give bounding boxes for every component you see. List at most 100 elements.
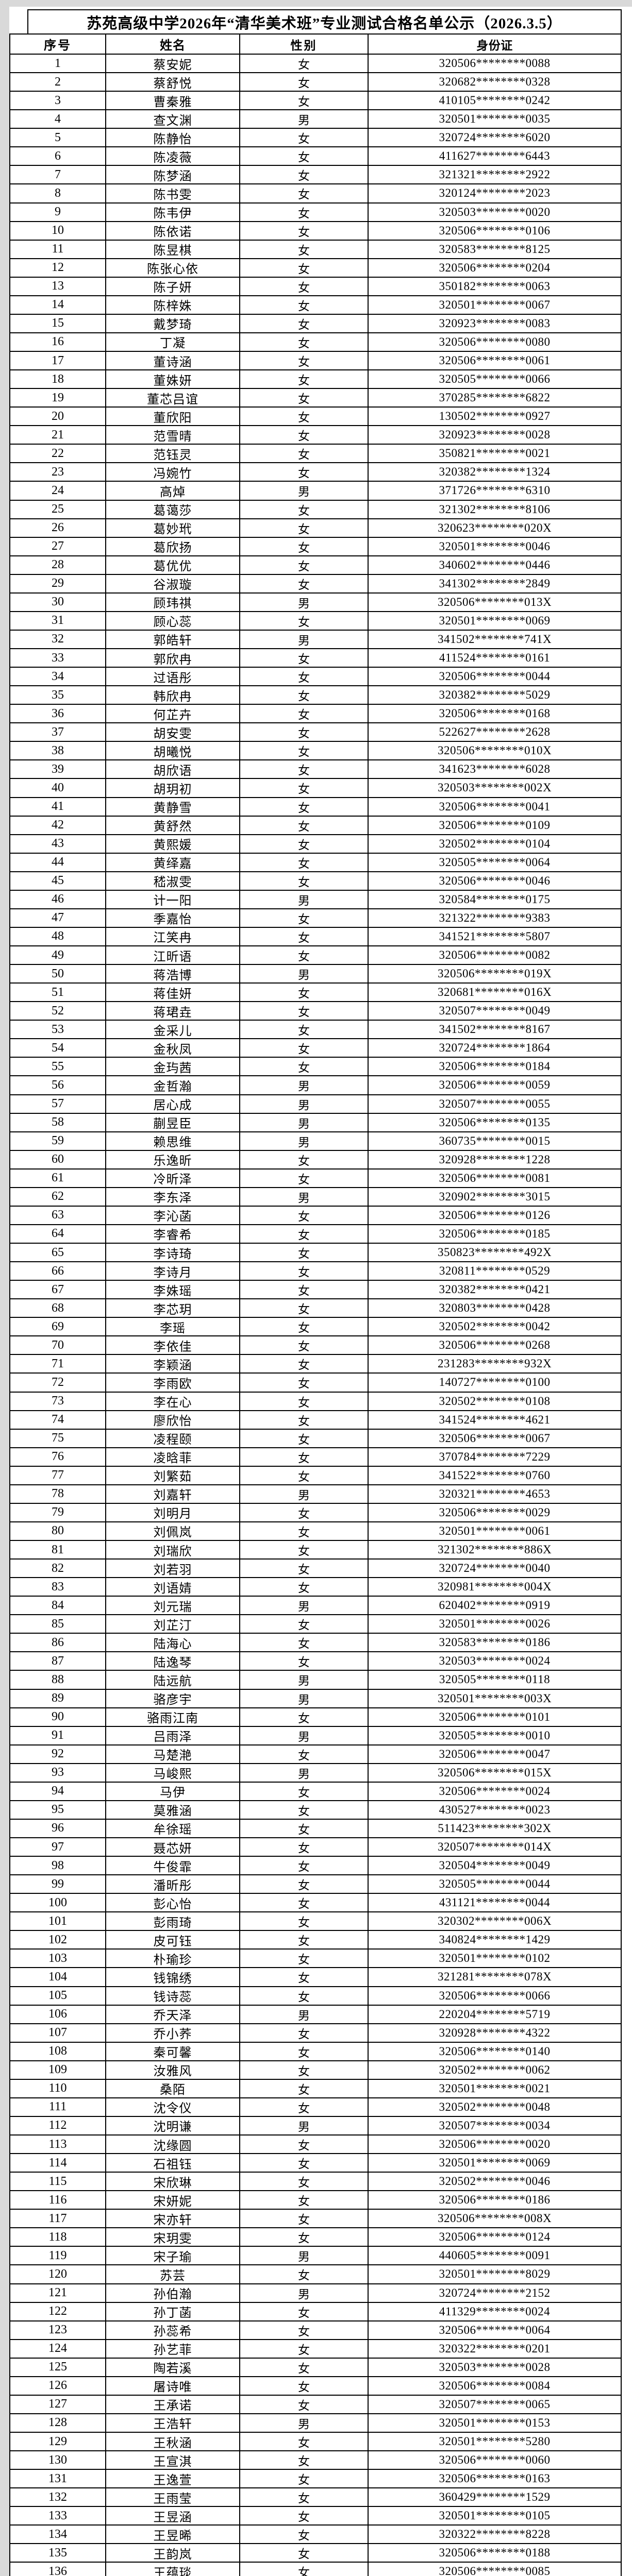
name-cell: 过语彤 bbox=[106, 668, 240, 686]
name-cell: 李沁菡 bbox=[106, 1206, 240, 1224]
gender-cell: 女 bbox=[240, 1987, 369, 2005]
id-cell: 320506********0135 bbox=[439, 1115, 551, 1129]
table-row: 6 陈凌薇女 411627********6443 bbox=[10, 147, 621, 166]
id-cell: 320506********008X bbox=[437, 2212, 552, 2225]
gender-cell: 男 bbox=[240, 1113, 369, 1131]
gender-cell: 女 bbox=[240, 129, 369, 147]
table-row: 12 陈张心依女 320506********0204 bbox=[10, 259, 621, 278]
gender-cell: 女 bbox=[240, 1002, 369, 1020]
table-row: 105 钱诗蕊女 320506********0066 bbox=[10, 1987, 621, 2006]
id-cell: 320501********0046 bbox=[439, 539, 551, 553]
id-cell: 411524********0161 bbox=[439, 651, 551, 665]
id-cell: 320505********0066 bbox=[439, 372, 551, 386]
serial-cell: 18 bbox=[10, 370, 106, 388]
id-cell: 320322********8228 bbox=[439, 2528, 551, 2541]
id-cell: 340824********1429 bbox=[439, 1933, 551, 1946]
gender-cell: 女 bbox=[240, 1355, 369, 1373]
name-cell: 秦可馨 bbox=[106, 2042, 240, 2060]
name-cell: 胡玥初 bbox=[106, 779, 240, 797]
id-cell: 341522********0760 bbox=[439, 1468, 551, 1482]
table-row: 16 丁凝女 320506********0080 bbox=[10, 333, 621, 352]
serial-cell: 116 bbox=[10, 2191, 106, 2209]
name-cell: 江笑冉 bbox=[106, 927, 240, 945]
name-cell: 蒯昱臣 bbox=[106, 1113, 240, 1131]
gender-cell: 女 bbox=[240, 909, 369, 927]
table-row: 111 沈令仪女 320502********0048 bbox=[10, 2098, 621, 2117]
gender-cell: 男 bbox=[240, 2414, 369, 2432]
name-cell: 范雪晴 bbox=[106, 426, 240, 444]
table-row: 40 胡玥初女 320503********002X bbox=[10, 779, 621, 798]
name-cell: 董芯吕谊 bbox=[106, 389, 240, 407]
table-row: 96 牟徐瑶女 511423********302X bbox=[10, 1819, 621, 1838]
table-row: 132 王雨莹女 360429********1529 bbox=[10, 2488, 621, 2507]
id-cell: 320506********0088 bbox=[439, 57, 551, 70]
name-cell: 刘繁茹 bbox=[106, 1466, 240, 1484]
serial-cell: 102 bbox=[10, 1931, 106, 1949]
serial-cell: 106 bbox=[10, 2005, 106, 2023]
gender-cell: 女 bbox=[240, 1503, 369, 1521]
serial-cell: 64 bbox=[10, 1225, 106, 1243]
name-cell: 刘嘉轩 bbox=[106, 1485, 240, 1503]
name-cell: 李芯玥 bbox=[106, 1299, 240, 1317]
gender-cell: 女 bbox=[240, 2265, 369, 2283]
gender-cell: 男 bbox=[240, 1188, 369, 1206]
table-row: 30 顾玮祺男 320506********013X bbox=[10, 593, 621, 612]
gender-cell: 女 bbox=[240, 1058, 369, 1076]
serial-cell: 119 bbox=[10, 2247, 106, 2265]
serial-cell: 84 bbox=[10, 1597, 106, 1615]
gender-cell: 女 bbox=[240, 277, 369, 295]
id-cell: 341502********8167 bbox=[439, 1023, 551, 1036]
id-cell: 320506********0188 bbox=[439, 2546, 551, 2560]
id-cell: 320923********0083 bbox=[439, 316, 551, 330]
name-cell: 蒋佳妍 bbox=[106, 984, 240, 1002]
table-row: 66 李诗月女 320811********0529 bbox=[10, 1262, 621, 1281]
header-gender: 性别 bbox=[240, 35, 369, 54]
serial-cell: 44 bbox=[10, 853, 106, 871]
gender-cell: 女 bbox=[240, 1578, 369, 1596]
name-cell: 葛优优 bbox=[106, 556, 240, 574]
serial-cell: 8 bbox=[10, 184, 106, 202]
id-cell: 320507********0055 bbox=[439, 1097, 551, 1110]
gender-cell: 女 bbox=[240, 1150, 369, 1168]
name-cell: 牟徐瑶 bbox=[106, 1819, 240, 1837]
table-row: 80 刘佩岚女 320501********0061 bbox=[10, 1522, 621, 1541]
serial-cell: 77 bbox=[10, 1466, 106, 1484]
gender-cell: 女 bbox=[240, 1931, 369, 1949]
serial-cell: 13 bbox=[10, 277, 106, 295]
id-cell: 320501********0153 bbox=[439, 2416, 551, 2429]
table-row: 83 刘语婧女 320981********004X bbox=[10, 1578, 621, 1597]
id-cell: 371726********6310 bbox=[439, 484, 551, 497]
id-cell: 321322********9383 bbox=[439, 911, 551, 924]
name-cell: 陈梦涵 bbox=[106, 166, 240, 184]
table-row: 60 乐逸昕女 320928********1228 bbox=[10, 1150, 621, 1170]
document-page: 苏苑高级中学2026年“清华美术班”专业测试合格名单公示（2026.3.5） 序… bbox=[9, 7, 632, 2576]
serial-cell: 135 bbox=[10, 2544, 106, 2562]
table-row: 51 蒋佳妍女 320681********016X bbox=[10, 984, 621, 1003]
serial-cell: 112 bbox=[10, 2116, 106, 2134]
gender-cell: 女 bbox=[240, 574, 369, 592]
serial-cell: 91 bbox=[10, 1726, 106, 1744]
table-row: 59 赖思维男 360735********0015 bbox=[10, 1132, 621, 1151]
id-cell: 320506********0081 bbox=[439, 1171, 551, 1184]
serial-cell: 67 bbox=[10, 1281, 106, 1299]
gender-cell: 女 bbox=[240, 184, 369, 202]
name-cell: 陆远航 bbox=[106, 1671, 240, 1689]
serial-cell: 19 bbox=[10, 389, 106, 407]
table-row: 17 董诗涵女 320506********0061 bbox=[10, 352, 621, 371]
table-row: 71 李颖涵女 231283********932X bbox=[10, 1355, 621, 1374]
serial-cell: 51 bbox=[10, 984, 106, 1002]
gender-cell: 女 bbox=[240, 259, 369, 277]
table-row: 49 江昕语女 320506********0082 bbox=[10, 946, 621, 965]
gender-cell: 女 bbox=[240, 723, 369, 741]
name-cell: 蒋珺垚 bbox=[106, 1002, 240, 1020]
id-cell: 140727********0100 bbox=[439, 1376, 551, 1389]
table-row: 78 刘嘉轩男 320321********4653 bbox=[10, 1485, 621, 1504]
serial-cell: 14 bbox=[10, 296, 106, 314]
gender-cell: 女 bbox=[240, 1708, 369, 1726]
table-row: 118 宋玥雯女 320506********0124 bbox=[10, 2228, 621, 2247]
id-cell: 320501********0021 bbox=[439, 2081, 551, 2095]
name-cell: 潘昕彤 bbox=[106, 1875, 240, 1893]
name-cell: 郭皓轩 bbox=[106, 630, 240, 648]
table-row: 70 李依佳女 320506********0268 bbox=[10, 1336, 621, 1355]
table-row: 124 孙艺菲女 320322********0201 bbox=[10, 2340, 621, 2359]
